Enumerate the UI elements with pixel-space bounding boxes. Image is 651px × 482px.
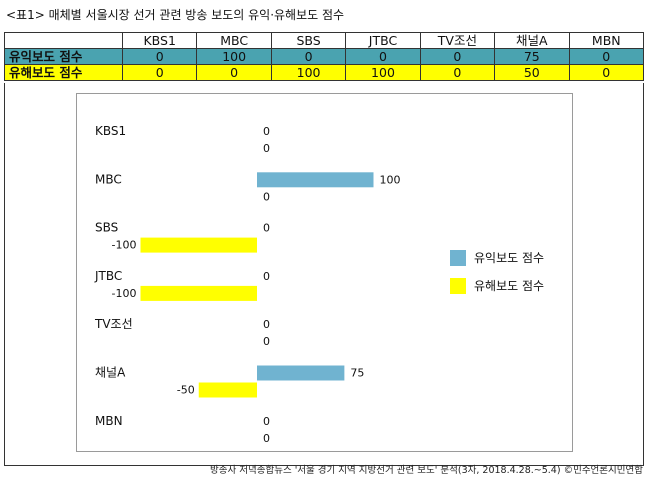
category-label: MBN <box>95 414 123 428</box>
data-label: 0 <box>263 142 270 155</box>
table-cell: 0 <box>568 64 645 81</box>
bar <box>198 382 257 398</box>
legend-label: 유해보도 점수 <box>474 279 544 293</box>
legend-label: 유익보도 점수 <box>474 251 544 265</box>
chart-frame <box>4 83 644 466</box>
table-cell: 0 <box>121 48 198 65</box>
table-cell: 0 <box>270 48 347 65</box>
table-cell: 50 <box>494 64 570 81</box>
data-label: 0 <box>263 125 270 138</box>
score-table: KBS1 MBC SBS JTBC TV조선 채널A MBN 유익보도 점수 0… <box>4 32 645 81</box>
table-row: 유익보도 점수 0 100 0 0 0 75 0 <box>4 48 645 65</box>
data-label: 75 <box>350 367 364 380</box>
source-note: 방송사 저녁종합뉴스 '서울 경기 지역 지방선거 관련 보도' 분석(3차, … <box>210 465 643 476</box>
table-header-row: KBS1 MBC SBS JTBC TV조선 채널A MBN <box>4 32 645 49</box>
table-cell: 100 <box>270 64 347 81</box>
table-row: 유해보도 점수 0 0 100 100 0 50 0 <box>4 64 645 81</box>
data-label: 0 <box>263 415 270 428</box>
table-cell: 0 <box>121 64 198 81</box>
legend-swatch <box>450 250 466 266</box>
data-label: 0 <box>263 222 270 235</box>
table-caption: <표1> 매체별 서울시장 선거 관련 방송 보도의 유익·유해보도 점수 <box>6 8 345 22</box>
data-label: 0 <box>263 318 270 331</box>
category-label: TV조선 <box>94 317 133 331</box>
row-header: 유익보도 점수 <box>4 48 123 65</box>
data-label: -100 <box>112 239 137 252</box>
table-cell: 0 <box>345 48 421 65</box>
column-header: TV조선 <box>419 32 496 49</box>
bar <box>257 365 345 381</box>
category-label: MBC <box>95 172 122 186</box>
data-label: 0 <box>263 190 270 203</box>
data-label: -100 <box>112 287 137 300</box>
category-label: JTBC <box>94 269 122 283</box>
table-cell: 0 <box>419 48 496 65</box>
category-label: 채널A <box>95 366 126 380</box>
data-label: 0 <box>263 335 270 348</box>
chart-area <box>76 93 573 452</box>
bar <box>140 285 257 301</box>
data-label: 0 <box>263 432 270 445</box>
table-cell: 100 <box>196 48 272 65</box>
category-label: SBS <box>95 221 118 235</box>
data-label: 100 <box>380 173 401 186</box>
column-header: JTBC <box>345 32 421 49</box>
data-label: 0 <box>263 270 270 283</box>
bar <box>257 172 374 188</box>
table-cell: 0 <box>419 64 496 81</box>
table-cell: 100 <box>345 64 421 81</box>
bar <box>140 237 257 253</box>
legend-swatch <box>450 278 466 294</box>
data-label: -50 <box>177 384 195 397</box>
category-label: KBS1 <box>95 124 126 138</box>
table-cell: 0 <box>568 48 645 65</box>
